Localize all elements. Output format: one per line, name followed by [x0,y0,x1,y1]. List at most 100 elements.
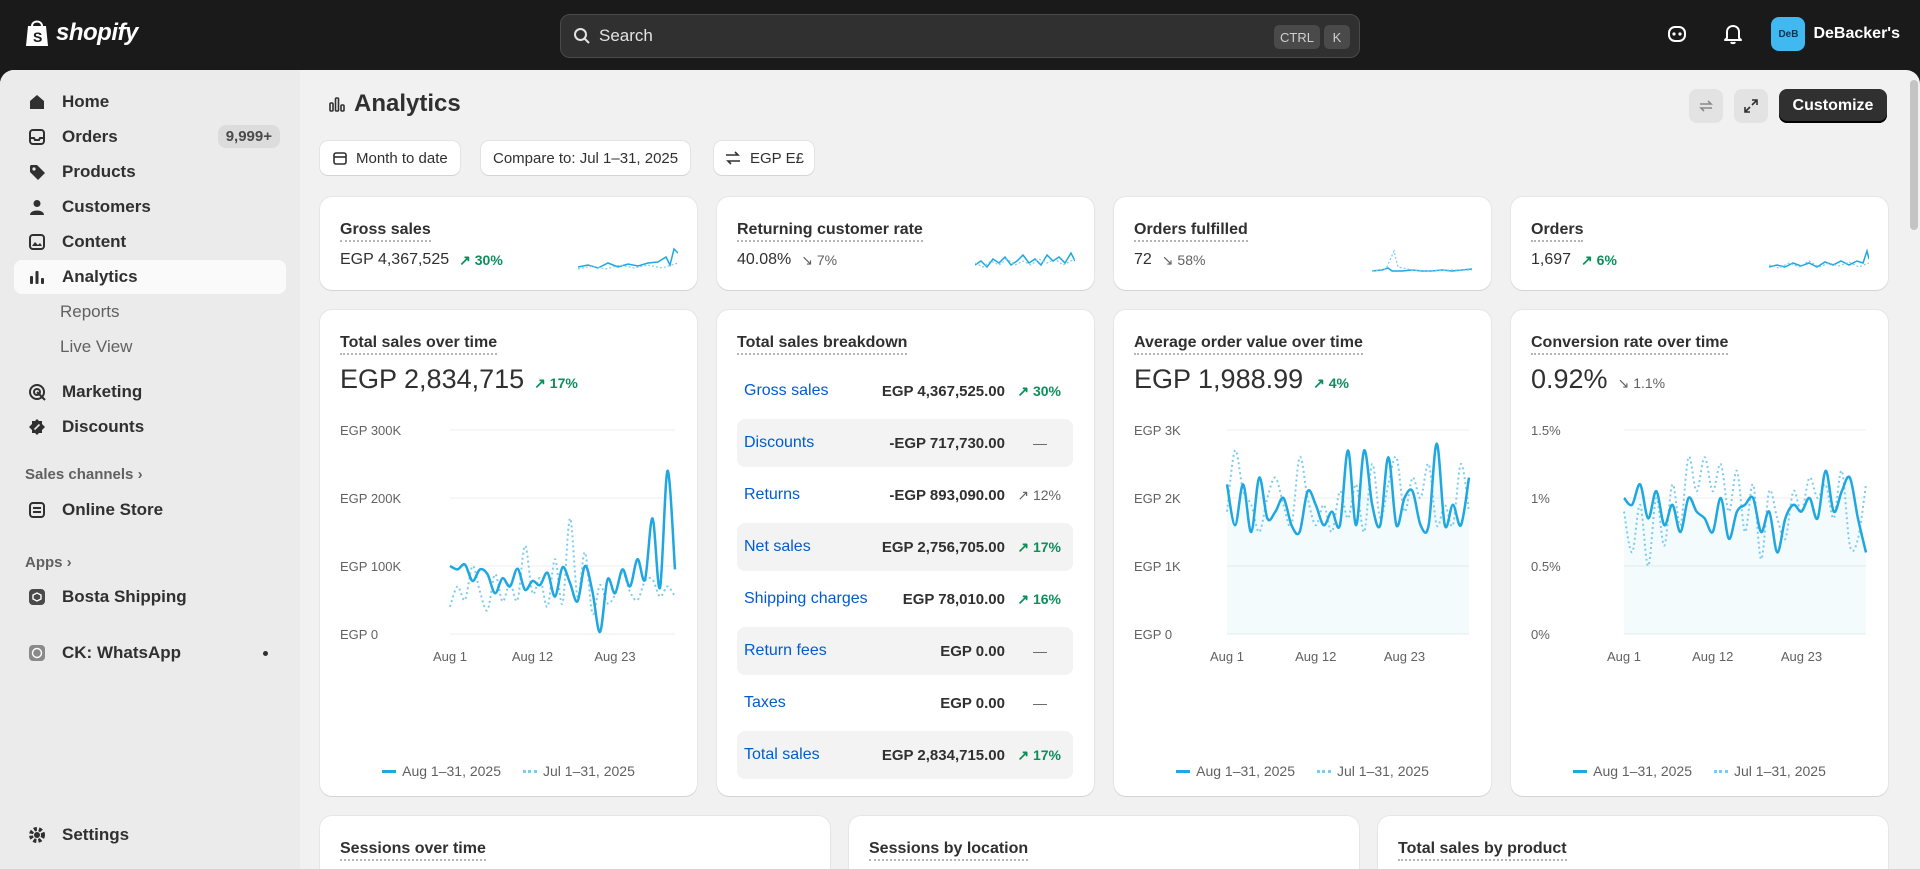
bell-icon[interactable] [1715,16,1751,52]
breakdown-label-link[interactable]: Discounts [744,434,815,451]
person-icon [26,196,48,218]
breakdown-label-link[interactable]: Return fees [744,642,827,659]
series-line-previous[interactable] [1623,456,1867,568]
aov-card[interactable]: Average order value over time EGP 1,988.… [1114,310,1491,796]
sidebar-item-marketing[interactable]: Marketing [14,375,286,409]
legend-previous[interactable]: Jul 1–31, 2025 [523,763,635,779]
legend-previous[interactable]: Jul 1–31, 2025 [1714,763,1826,779]
sidebar: Home Orders 9,999+ Products Customers Co… [0,70,300,869]
breakdown-label-link[interactable]: Taxes [744,694,786,711]
legend-current-label: Aug 1–31, 2025 [402,763,501,779]
breakdown-row[interactable]: Returns -EGP 893,090.00 ↗ 12% [737,471,1073,519]
breakdown-change: ↗ 30% [1017,383,1061,400]
trend-arrow-icon: ↗ [1017,538,1033,555]
breakdown-row[interactable]: Gross sales EGP 4,367,525.00 ↗ 30% [737,367,1073,415]
refresh-button[interactable] [1689,89,1723,123]
total-sales-breakdown-card[interactable]: Total sales breakdown Gross sales EGP 4,3… [717,310,1094,796]
series-line-current[interactable] [449,469,677,634]
breakdown-label-link[interactable]: Net sales [744,538,811,555]
legend-current[interactable]: Aug 1–31, 2025 [1573,763,1692,779]
series-line-current[interactable] [1225,442,1471,536]
scrollbar[interactable] [1910,80,1918,230]
shopify-logo[interactable]: S shopify [24,18,138,48]
sales-by-product-card[interactable]: Total sales by product [1378,816,1888,869]
breakdown-value: EGP 4,367,525.00 [881,382,1005,400]
x-tick-label: Aug 23 [594,649,635,664]
card-title: Average order value over time [1134,334,1363,355]
sales-channels-heading[interactable]: Sales channels › [25,466,143,483]
search-input[interactable]: Search CTRL K [560,14,1360,58]
legend-current[interactable]: Aug 1–31, 2025 [382,763,501,779]
series-line-current[interactable] [1623,469,1868,554]
breakdown-row[interactable]: Return fees EGP 0.00 — [737,627,1073,675]
y-tick-label: 0.5% [1531,559,1561,574]
breakdown-row[interactable]: Taxes EGP 0.00 — [737,679,1073,727]
breakdown-row[interactable]: Shipping charges EGP 78,010.00 ↗ 16% [737,575,1073,623]
top-bar: S shopify Search CTRL K DeB DeBacker's [0,0,1920,70]
breakdown-change-value: 30% [1032,382,1061,399]
top-actions: DeB DeBacker's [1659,16,1900,52]
kpi-value-row: 1,697 ↗ 6% [1531,251,1617,269]
orders-count-badge: 9,999+ [217,125,280,148]
breakdown-row[interactable]: Total sales EGP 2,834,715.00 ↗ 17% [737,731,1073,779]
sidebar-item-live-view[interactable]: Live View [14,330,286,364]
currency-exchange-icon [726,151,740,165]
avatar: DeB [1771,17,1806,51]
apps-heading[interactable]: Apps › [25,554,72,571]
legend-current[interactable]: Aug 1–31, 2025 [1176,763,1295,779]
sidebar-item-reports[interactable]: Reports [14,295,286,329]
y-tick-label: 1.5% [1531,423,1561,438]
sidebar-item-online-store[interactable]: Online Store [14,493,286,527]
kpi-card-orders[interactable]: Orders 1,697 ↗ 6% [1511,197,1888,290]
expand-icon [1744,99,1758,113]
series-line-previous[interactable] [1226,449,1470,534]
sidebar-item-ck-whatsapp[interactable]: CK: WhatsApp [14,636,286,670]
sidebar-item-products[interactable]: Products [14,155,286,189]
kpi-card-gross-sales[interactable]: Gross sales EGP 4,367,525 ↗ 30% [320,197,697,290]
sessions-by-location-card[interactable]: Sessions by location [849,816,1359,869]
sidebar-item-discounts[interactable]: Discounts [14,410,286,444]
fullscreen-button[interactable] [1734,89,1768,123]
sessions-over-time-card[interactable]: Sessions over time [320,816,830,869]
trend-arrow-icon: ↗ [1017,486,1033,503]
sidebar-item-home[interactable]: Home [14,85,286,119]
kpi-value-row: 72 ↘ 58% [1134,251,1205,269]
conversion-rate-card[interactable]: Conversion rate over time 0.92% ↘ 1.1% 0… [1511,310,1888,796]
breakdown-label-link[interactable]: Gross sales [744,382,829,399]
total-sales-card[interactable]: Total sales over time EGP 2,834,715 ↗ 17… [320,310,697,796]
currency-button[interactable]: EGP E£ [714,141,814,175]
card-title: Total sales over time [340,334,498,355]
breakdown-row[interactable]: Discounts -EGP 717,730.00 — [737,419,1073,467]
breakdown-label-link[interactable]: Total sales [744,746,820,763]
sidebar-item-customers[interactable]: Customers [14,190,286,224]
store-menu[interactable]: DeB DeBacker's [1771,17,1900,51]
breakdown-label-link[interactable]: Shipping charges [744,590,868,607]
kpi-card-returning-customer-rate[interactable]: Returning customer rate 40.08% ↘ 7% [717,197,1094,290]
series-line-previous[interactable] [449,517,676,616]
breakdown-row[interactable]: Net sales EGP 2,756,705.00 ↗ 17% [737,523,1073,571]
sidebar-item-analytics[interactable]: Analytics [14,260,286,294]
customize-button[interactable]: Customize [1779,89,1887,123]
total-sales-chart: EGP 0 EGP 100K EGP 200K EGP 300K Aug 1 Aug 12… [340,423,677,664]
kpi-card-orders-fulfilled[interactable]: Orders fulfilled 72 ↘ 58% [1114,197,1491,290]
legend-previous[interactable]: Jul 1–31, 2025 [1317,763,1429,779]
breakdown-label-link[interactable]: Returns [744,486,801,503]
card-title: Sessions by location [869,840,1029,861]
sales-channels-label: Sales channels [25,466,134,483]
sidebar-item-settings[interactable]: Settings [14,818,286,852]
compare-button[interactable]: Compare to: Jul 1–31, 2025 [481,141,691,175]
breakdown-change: ↗ 16% [1017,591,1061,608]
breakdown-change: ↗ 12% [1017,487,1061,504]
sidekick-icon[interactable] [1659,16,1695,52]
chart-legend: Aug 1–31, 2025 Jul 1–31, 2025 [1114,763,1491,779]
sidebar-item-label: Customers [62,197,151,216]
sidebar-item-content[interactable]: Content [14,225,286,259]
date-range-button[interactable]: Month to date [320,141,460,175]
y-tick-label: EGP 0 [340,627,378,642]
sidebar-item-bosta-shipping[interactable]: Bosta Shipping [14,580,286,614]
sidebar-item-orders[interactable]: Orders 9,999+ [14,120,286,154]
conversion-chart: 0% 0.5% 1% 1.5% Aug 1 Aug 12 Aug 23 [1531,423,1868,664]
breakdown-value: EGP 2,756,705.00 [881,538,1005,556]
card-value: EGP 1,988.99 [1134,364,1304,394]
shopping-bag-icon: S [26,20,48,46]
